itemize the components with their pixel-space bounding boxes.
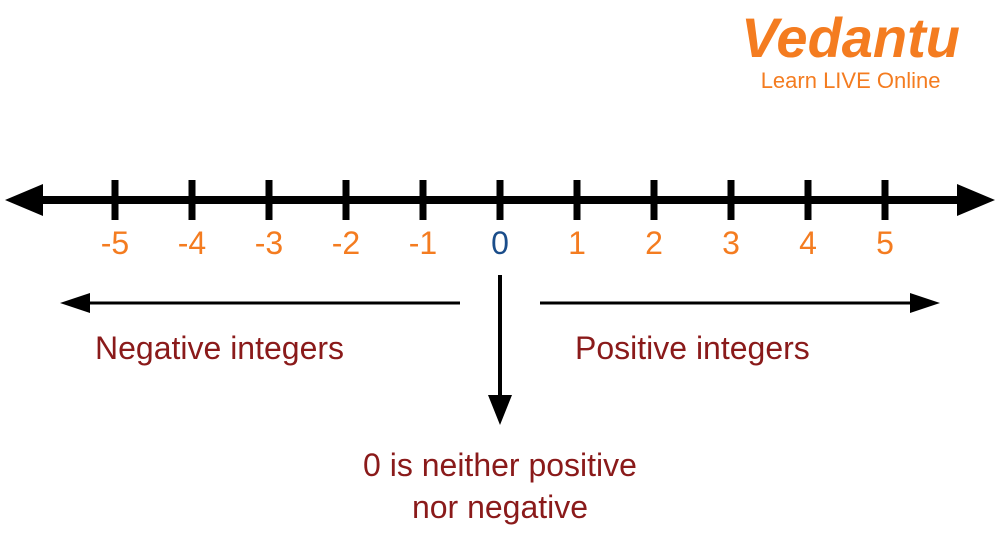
tick-label: -5 — [101, 225, 129, 262]
zero-description: 0 is neither positive nor negative — [0, 445, 1000, 528]
tick-label: 4 — [799, 225, 817, 262]
negative-arrow — [60, 288, 470, 318]
tick-label: 0 — [491, 225, 509, 262]
logo-brand: Vedantu — [741, 10, 960, 66]
tick-label: 1 — [568, 225, 586, 262]
logo: Vedantu Learn LIVE Online — [741, 10, 960, 94]
positive-arrow — [540, 288, 940, 318]
zero-line2: nor negative — [412, 489, 588, 525]
positive-integers-label: Positive integers — [575, 330, 810, 367]
tick-label: -3 — [255, 225, 283, 262]
zero-divider-arrow — [480, 275, 520, 425]
logo-tagline: Learn LIVE Online — [741, 68, 960, 94]
tick-label: -4 — [178, 225, 206, 262]
tick-label: -1 — [409, 225, 437, 262]
tick-label: 5 — [876, 225, 894, 262]
tick-label: -2 — [332, 225, 360, 262]
tick-label: 3 — [722, 225, 740, 262]
tick-label: 2 — [645, 225, 663, 262]
zero-line1: 0 is neither positive — [363, 447, 637, 483]
number-line — [0, 170, 1000, 230]
tick-labels: -5 -4 -3 -2 -1 0 1 2 3 4 5 — [0, 225, 1000, 265]
negative-integers-label: Negative integers — [95, 330, 344, 367]
